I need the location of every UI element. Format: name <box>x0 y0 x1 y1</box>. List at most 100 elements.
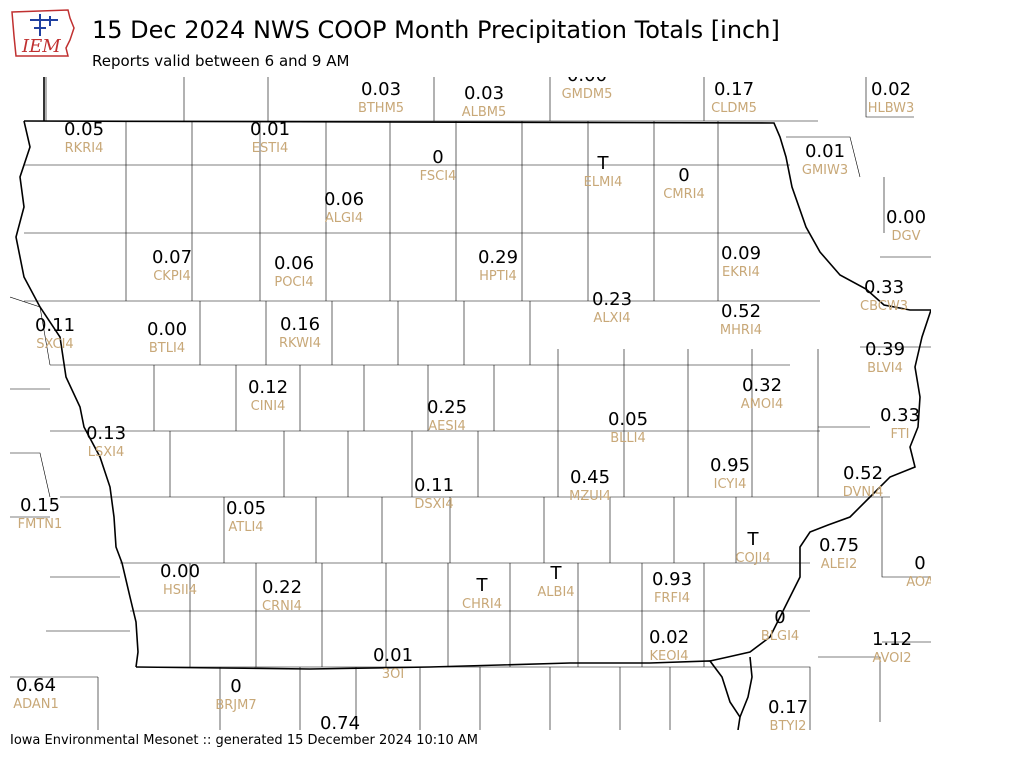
station-id-ALGI4: ALGI4 <box>325 211 363 226</box>
station-id-HSII4: HSII4 <box>163 583 197 598</box>
station-value-3OI: 0.01 <box>373 645 413 666</box>
state-boundaries <box>15 77 931 730</box>
station-value-CLDM5: 0.17 <box>714 79 754 100</box>
station-id-FTI: FTI <box>890 427 909 442</box>
station-value-FTI: 0.33 <box>880 405 920 426</box>
station-id-FMTN1: FMTN1 <box>18 517 63 532</box>
station-value-HSII4: 0.00 <box>160 561 200 582</box>
station-value-ADAN1: 0.64 <box>16 675 56 696</box>
station-id-KEOI4: KEOI4 <box>649 649 688 664</box>
station-id-FSCI4: FSCI4 <box>420 169 457 184</box>
station-id-GMDM5: GMDM5 <box>562 87 613 102</box>
station-value-AMOI4: 0.32 <box>742 375 782 396</box>
station-id-CMRI4: CMRI4 <box>663 187 704 202</box>
station-id-ELMI4: ELMI4 <box>584 175 623 190</box>
station-value-CHRI4: T <box>476 575 489 596</box>
station-id-ALEI2: ALEI2 <box>821 557 857 572</box>
station-id-POCI4: POCI4 <box>274 275 313 290</box>
station-id-DSXI4: DSXI4 <box>414 497 453 512</box>
station-value-POCI4: 0.06 <box>274 253 314 274</box>
station-value-BTYI2: 0.17 <box>768 697 808 718</box>
station-id-ADAN1: ADAN1 <box>13 697 59 712</box>
station-id-BRJM7: BRJM7 <box>215 698 256 713</box>
station-id-BLGI4: BLGI4 <box>761 629 799 644</box>
station-id-FRFI4: FRFI4 <box>654 591 690 606</box>
station-value-COJI4: T <box>747 529 760 550</box>
station-value-AVOI2: 1.12 <box>872 629 912 650</box>
station-id-RKRI4: RKRI4 <box>65 141 104 156</box>
station-value-GMIW3: 0.01 <box>805 141 845 162</box>
station-value-ATLI4: 0.05 <box>226 498 266 519</box>
station-id-ALBM5: ALBM5 <box>462 105 507 120</box>
station-id-ICYI4: ICYI4 <box>714 477 747 492</box>
footer-credit: Iowa Environmental Mesonet :: generated … <box>10 733 478 748</box>
station-id-DGV: DGV <box>892 229 921 244</box>
station-id-BLLI4: BLLI4 <box>610 431 646 446</box>
station-id-HLBW3: HLBW3 <box>868 101 915 116</box>
station-value-unlabeled: 0.74 <box>320 713 360 730</box>
station-value-ALBM5: 0.03 <box>464 83 504 104</box>
station-value-HLBW3: 0.02 <box>871 79 911 100</box>
station-value-ESTI4: 0.01 <box>250 119 290 140</box>
station-value-BTHM5: 0.03 <box>361 79 401 100</box>
station-value-CINI4: 0.12 <box>248 377 288 398</box>
station-value-BLGI4: 0 <box>774 607 785 628</box>
station-id-AESI4: AESI4 <box>428 419 465 434</box>
station-value-RKWI4: 0.16 <box>280 314 320 335</box>
station-id-GMIW3: GMIW3 <box>802 163 848 178</box>
station-id-3OI: 3OI <box>382 667 404 682</box>
station-labels: 0.03BTHM50.03ALBM50.00GMDM50.17CLDM50.02… <box>13 77 931 730</box>
station-id-ESTI4: ESTI4 <box>252 141 289 156</box>
station-value-GMDM5: 0.00 <box>567 77 607 86</box>
station-value-MZUI4: 0.45 <box>570 467 610 488</box>
station-id-AOA: AOA <box>906 575 931 590</box>
station-value-ICYI4: 0.95 <box>710 455 750 476</box>
station-id-ALBI4: ALBI4 <box>537 585 574 600</box>
station-id-CKPI4: CKPI4 <box>153 269 191 284</box>
svg-text:IEM: IEM <box>21 36 61 57</box>
station-id-CLDM5: CLDM5 <box>711 101 757 116</box>
station-id-LSXI4: LSXI4 <box>88 445 125 460</box>
station-value-CKPI4: 0.07 <box>152 247 192 268</box>
station-id-BTLI4: BTLI4 <box>149 341 185 356</box>
station-value-ALEI2: 0.75 <box>819 535 859 556</box>
precip-map: 0.03BTHM50.03ALBM50.00GMDM50.17CLDM50.02… <box>10 77 931 730</box>
station-id-ATLI4: ATLI4 <box>228 520 263 535</box>
station-id-COJI4: COJI4 <box>735 551 770 566</box>
map-title: 15 Dec 2024 NWS COOP Month Precipitation… <box>92 16 780 44</box>
station-value-DSXI4: 0.11 <box>414 475 454 496</box>
station-value-KEOI4: 0.02 <box>649 627 689 648</box>
iowa-shape-icon <box>11 9 75 57</box>
station-value-MHRI4: 0.52 <box>721 301 761 322</box>
station-id-DVNI4: DVNI4 <box>843 485 884 500</box>
station-value-CRNI4: 0.22 <box>262 577 302 598</box>
station-id-SXCI4: SXCI4 <box>36 337 73 352</box>
weather-station-icon <box>30 14 58 36</box>
station-id-MZUI4: MZUI4 <box>569 489 611 504</box>
station-value-CMRI4: 0 <box>678 165 689 186</box>
station-value-RKRI4: 0.05 <box>64 119 104 140</box>
station-value-AOA: 0 <box>914 553 925 574</box>
station-value-BTLI4: 0.00 <box>147 319 187 340</box>
station-value-CBCW3: 0.33 <box>864 277 904 298</box>
station-value-EKRI4: 0.09 <box>721 243 761 264</box>
station-id-MHRI4: MHRI4 <box>720 323 762 338</box>
station-id-AVOI2: AVOI2 <box>872 651 911 666</box>
station-value-HPTI4: 0.29 <box>478 247 518 268</box>
station-id-BLVI4: BLVI4 <box>867 361 903 376</box>
station-value-BLVI4: 0.39 <box>865 339 905 360</box>
station-value-ALBI4: T <box>550 563 563 584</box>
station-id-EKRI4: EKRI4 <box>722 265 760 280</box>
iem-logo: IEM <box>11 9 75 57</box>
map-frame: 0.03BTHM50.03ALBM50.00GMDM50.17CLDM50.02… <box>10 77 931 730</box>
station-id-RKWI4: RKWI4 <box>279 336 321 351</box>
station-id-CRNI4: CRNI4 <box>262 599 302 614</box>
station-value-ELMI4: T <box>597 153 610 174</box>
station-id-AMOI4: AMOI4 <box>741 397 783 412</box>
station-value-ALGI4: 0.06 <box>324 189 364 210</box>
map-subtitle: Reports valid between 6 and 9 AM <box>92 52 350 70</box>
station-value-BLLI4: 0.05 <box>608 409 648 430</box>
station-id-ALXI4: ALXI4 <box>593 311 630 326</box>
station-value-AESI4: 0.25 <box>427 397 467 418</box>
station-id-CBCW3: CBCW3 <box>860 299 908 314</box>
